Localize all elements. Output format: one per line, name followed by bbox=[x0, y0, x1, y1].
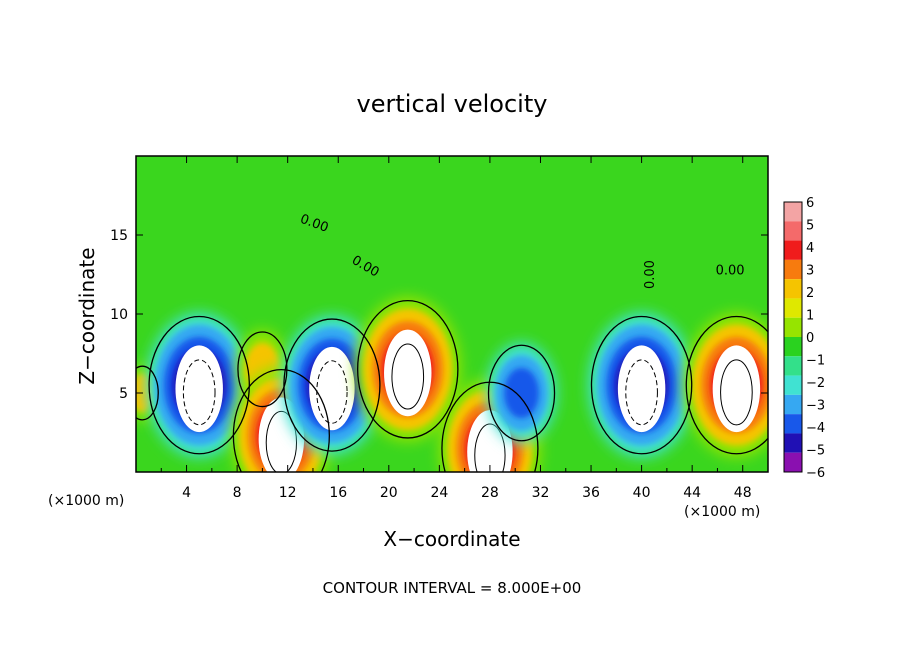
velocity-cell-8 bbox=[588, 312, 695, 458]
contour-label: 0.00 bbox=[643, 260, 658, 289]
colorbar-tick-label: 6 bbox=[806, 196, 814, 211]
zero-contours bbox=[136, 300, 768, 472]
colorbar-swatch bbox=[784, 375, 802, 395]
chart-title: vertical velocity bbox=[357, 90, 548, 118]
x-tick-label: 36 bbox=[582, 485, 600, 501]
x-unit-left: (×1000 m) bbox=[48, 493, 124, 509]
velocity-cell-1 bbox=[146, 312, 252, 458]
colorbar-frame bbox=[783, 201, 803, 473]
colorbar-swatch bbox=[784, 221, 802, 241]
y-tick-label: 5 bbox=[119, 386, 128, 402]
core-contour bbox=[720, 359, 753, 426]
colorbar-tick-label: 1 bbox=[806, 309, 814, 324]
zero-contour-8 bbox=[590, 315, 693, 455]
colorbar-tick-label: −6 bbox=[806, 466, 825, 481]
velocity-field bbox=[136, 297, 768, 472]
core-contour bbox=[391, 343, 425, 410]
velocity-core bbox=[384, 329, 432, 417]
colorbar-swatch bbox=[784, 337, 802, 357]
x-tick-label: 4 bbox=[182, 485, 191, 501]
contour-label: 0.00 bbox=[716, 264, 745, 279]
colorbar-tick-label: 3 bbox=[806, 264, 814, 279]
velocity-cell-7 bbox=[486, 342, 557, 444]
colorbar-tick-label: 4 bbox=[806, 241, 814, 256]
colorbar-swatch bbox=[784, 394, 802, 415]
velocity-cell-5 bbox=[355, 297, 461, 442]
colorbar-tick-label: −2 bbox=[806, 376, 825, 391]
zero-contour-7 bbox=[487, 344, 556, 442]
x-axis: 4 8 12 16 20 24 28 32 36 40 44 48 bbox=[160, 156, 752, 501]
velocity-core bbox=[309, 346, 355, 431]
colorbar-swatch bbox=[784, 433, 802, 453]
x-tick-label: 48 bbox=[734, 485, 752, 501]
core-contour bbox=[182, 359, 216, 426]
colorbar-swatch bbox=[784, 414, 802, 434]
colorbar-swatch bbox=[784, 240, 802, 260]
x-tick-label: 40 bbox=[633, 485, 651, 501]
colorbar-swatch bbox=[784, 298, 802, 318]
zero-contour-2 bbox=[237, 331, 288, 408]
y-axis-label: Z−coordinate bbox=[75, 247, 99, 384]
x-tick-label: 28 bbox=[481, 485, 499, 501]
x-tick-label: 32 bbox=[532, 485, 550, 501]
x-tick-label: 24 bbox=[430, 485, 448, 501]
colorbar-tick-label: 5 bbox=[806, 219, 814, 234]
colorbar-swatch bbox=[784, 202, 802, 222]
plot-area: 0.000.00 0.000.00 bbox=[135, 155, 769, 473]
y-tick-label: 10 bbox=[110, 307, 128, 323]
zero-contour-0 bbox=[136, 365, 159, 421]
colorbar-swatch bbox=[784, 317, 802, 337]
colorbar-tick-label: 2 bbox=[806, 286, 814, 301]
velocity-core bbox=[712, 345, 761, 433]
x-tick-label: 44 bbox=[683, 485, 701, 501]
zero-contour-9 bbox=[685, 315, 768, 455]
core-contour bbox=[265, 410, 298, 472]
x-tick-label: 16 bbox=[329, 485, 347, 501]
colorbar-swatch bbox=[784, 279, 802, 299]
velocity-core bbox=[175, 345, 223, 433]
velocity-band bbox=[504, 367, 539, 419]
zero-contour-5 bbox=[356, 300, 459, 439]
colorbar-tick-label: −1 bbox=[806, 354, 825, 369]
colorbar-tick-label: −4 bbox=[806, 421, 825, 436]
x-tick-label: 12 bbox=[279, 485, 297, 501]
colorbar: 6 5 4 3 2 1 0 −1 −2 −3 −4 −5 −6 bbox=[783, 196, 825, 481]
velocity-cell-9 bbox=[683, 312, 768, 458]
colorbar-swatch bbox=[784, 452, 802, 472]
y-axis: 5 10 15 bbox=[110, 228, 768, 402]
colorbar-tick-label: −3 bbox=[806, 399, 825, 414]
velocity-cell-3 bbox=[230, 366, 332, 472]
colorbar-tick-label: −5 bbox=[806, 444, 825, 459]
x-axis-label: X−coordinate bbox=[383, 527, 520, 551]
zero-contour-3 bbox=[232, 369, 330, 472]
x-tick-label: 20 bbox=[380, 485, 398, 501]
colorbar-swatch bbox=[784, 259, 802, 280]
x-unit-right: (×1000 m) bbox=[684, 504, 760, 520]
x-tick-label: 8 bbox=[233, 485, 242, 501]
colorbar-tick-label: 0 bbox=[806, 331, 814, 346]
contour-interval-note: CONTOUR INTERVAL = 8.000E+00 bbox=[323, 579, 582, 597]
zero-contour-4 bbox=[283, 318, 381, 452]
y-tick-label: 15 bbox=[110, 228, 128, 244]
core-contour bbox=[474, 423, 506, 472]
velocity-cell-4 bbox=[281, 315, 383, 455]
core-contour bbox=[625, 359, 658, 426]
velocity-core bbox=[617, 345, 666, 433]
colorbar-swatch bbox=[784, 356, 802, 376]
zero-contour-1 bbox=[148, 315, 250, 455]
